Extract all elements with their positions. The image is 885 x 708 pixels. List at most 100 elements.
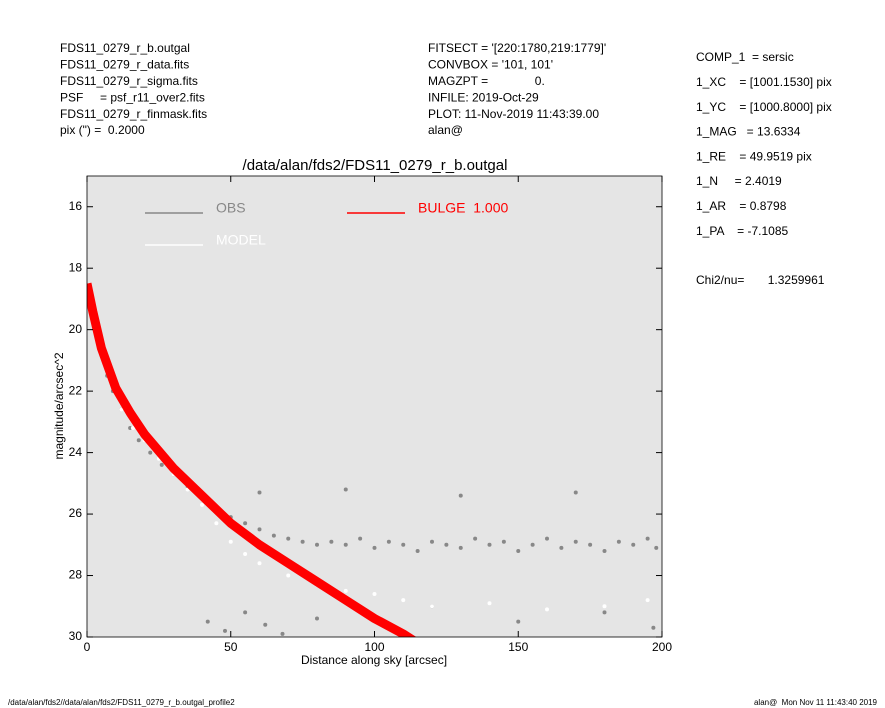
- data-point: [631, 542, 636, 547]
- data-point: [128, 426, 133, 431]
- chart-title: /data/alan/fds2/FDS11_0279_r_b.outgal: [243, 157, 508, 174]
- footer-left: /data/alan/fds2//data/alan/fds2/FDS11_02…: [8, 698, 235, 707]
- plot-area: [87, 282, 659, 637]
- info-line: INFILE: 2019-Oct-29: [428, 90, 539, 104]
- plot-background: [87, 176, 662, 637]
- data-point: [119, 407, 124, 412]
- data-point: [573, 490, 578, 495]
- footer-right: alan@ Mon Nov 11 11:43:40 2019: [754, 698, 878, 707]
- data-point: [286, 573, 291, 578]
- data-point: [159, 462, 164, 467]
- data-point: [588, 542, 593, 547]
- data-point: [200, 502, 204, 507]
- data-point: [654, 545, 659, 550]
- param-line: 1_XC = [1001.1530] pix: [696, 75, 832, 89]
- data-point: [602, 604, 607, 609]
- info-line: PSF = psf_r11_over2.fits: [60, 90, 205, 104]
- x-tick-label: 200: [652, 640, 672, 654]
- data-point: [243, 521, 248, 526]
- data-point: [444, 542, 449, 547]
- data-point: [616, 539, 621, 544]
- info-line: FDS11_0279_r_data.fits: [60, 58, 189, 72]
- info-line: pix (") = 0.2000: [60, 123, 145, 137]
- y-tick-label: 20: [69, 322, 83, 336]
- data-point: [315, 616, 319, 621]
- data-point: [645, 598, 650, 603]
- y-tick-label: 30: [69, 629, 83, 643]
- param-line: 1_N = 2.4019: [696, 174, 782, 188]
- data-point: [430, 539, 434, 544]
- data-point: [205, 619, 210, 624]
- y-tick-label: 16: [69, 199, 83, 213]
- data-point: [386, 539, 391, 544]
- x-tick-label: 100: [364, 640, 384, 654]
- x-tick-label: 150: [508, 640, 528, 654]
- data-point: [602, 610, 607, 615]
- data-point: [257, 561, 262, 566]
- data-point: [263, 622, 268, 627]
- data-point: [214, 521, 219, 526]
- data-point: [545, 536, 549, 541]
- x-tick-label: 50: [224, 640, 238, 654]
- data-point: [286, 536, 291, 541]
- info-line: alan@: [428, 123, 463, 137]
- data-point: [257, 490, 262, 495]
- data-point: [645, 536, 650, 541]
- data-point: [473, 536, 478, 541]
- data-point: [280, 631, 285, 636]
- legend-label: BULGE 1.000: [418, 200, 508, 216]
- y-tick-label: 22: [69, 383, 83, 397]
- data-point: [228, 539, 233, 544]
- chi2-text: Chi2/nu= 1.3259961: [696, 273, 825, 287]
- info-line: FITSECT = '[220:1780,219:1779]': [428, 41, 606, 55]
- info-line: FDS11_0279_r_sigma.fits: [60, 74, 198, 88]
- param-line: 1_MAG = 13.6334: [696, 125, 801, 139]
- data-point: [487, 601, 492, 606]
- data-point: [458, 493, 463, 498]
- info-line: CONVBOX = '101, 101': [428, 58, 553, 72]
- data-point: [415, 548, 420, 553]
- data-point: [487, 542, 492, 547]
- data-point: [223, 628, 227, 633]
- data-point: [329, 539, 334, 544]
- data-point: [358, 536, 363, 541]
- data-point: [257, 527, 262, 532]
- data-point: [401, 598, 406, 603]
- y-tick-label: 26: [69, 506, 83, 520]
- data-point: [343, 487, 348, 492]
- info-line: FDS11_0279_r_finmask.fits: [60, 107, 207, 121]
- param-line: 1_AR = 0.8798: [696, 199, 787, 213]
- data-point: [559, 545, 564, 550]
- data-point: [516, 619, 521, 624]
- data-point: [343, 588, 348, 593]
- y-axis-label: magnitude/arcsec^2: [52, 352, 66, 459]
- y-tick-label: 24: [69, 445, 83, 459]
- data-point: [243, 610, 248, 615]
- info-line: PLOT: 11-Nov-2019 11:43:39.00: [428, 107, 599, 121]
- info-line: FDS11_0279_r_b.outgal: [60, 41, 190, 55]
- data-point: [300, 539, 305, 544]
- data-point: [530, 542, 535, 547]
- data-point: [372, 591, 377, 596]
- param-line: 1_RE = 49.9519 pix: [696, 149, 812, 163]
- data-point: [458, 545, 463, 550]
- data-point: [136, 438, 141, 443]
- x-tick-label: 0: [84, 640, 91, 654]
- data-point: [545, 607, 549, 612]
- legend-label: OBS: [216, 200, 246, 216]
- param-line: COMP_1 = sersic: [696, 50, 794, 64]
- legend-label: MODEL: [216, 232, 266, 248]
- data-point: [516, 548, 521, 553]
- data-point: [573, 539, 578, 544]
- data-point: [430, 604, 434, 609]
- data-point: [651, 625, 656, 630]
- model-band: [87, 282, 417, 637]
- x-axis-label: Distance along sky [arcsec]: [301, 653, 447, 667]
- y-tick-label: 18: [69, 260, 83, 274]
- param-line: 1_PA = -7.1085: [696, 224, 789, 238]
- y-tick-label: 28: [69, 568, 83, 582]
- param-line: 1_YC = [1000.8000] pix: [696, 100, 832, 114]
- info-line: MAGZPT = 0.: [428, 74, 545, 88]
- data-point: [243, 552, 248, 557]
